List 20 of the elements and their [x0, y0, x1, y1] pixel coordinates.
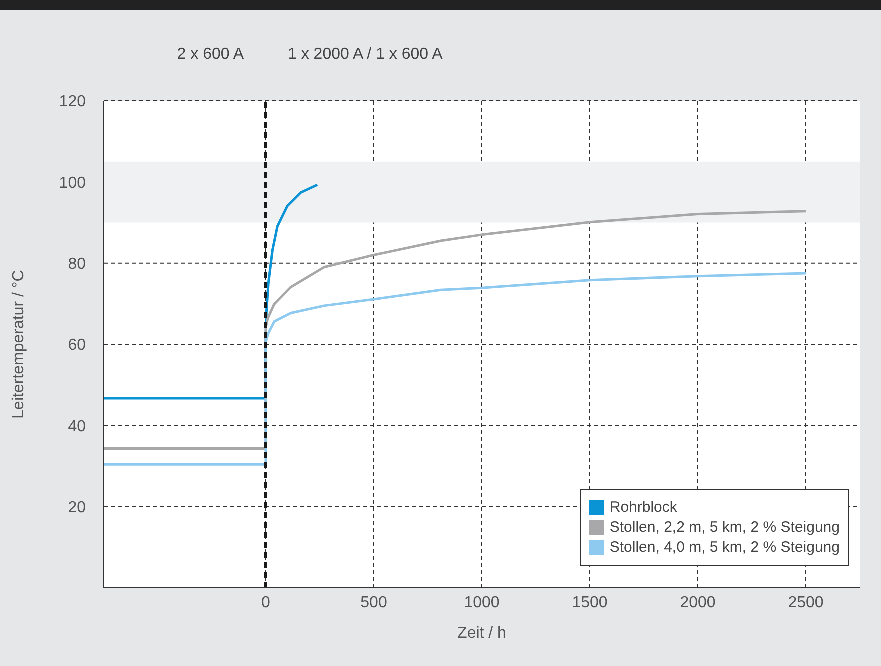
- y-tick-label: 40: [68, 418, 86, 436]
- x-tick-label: 2500: [788, 594, 824, 612]
- x-tick-label: 500: [360, 594, 388, 612]
- y-tick-label: 20: [68, 500, 86, 517]
- line-series: [104, 272, 808, 466]
- x-tick-label: 1500: [572, 594, 608, 612]
- y-tick-label: 100: [59, 174, 86, 192]
- legend-label: Rohrblock: [610, 499, 678, 516]
- x-tick-label: 1000: [464, 594, 500, 612]
- y-tick-label: 60: [68, 337, 86, 354]
- x-axis-title: Zeit / h: [458, 625, 506, 642]
- legend-label: Stollen, 4,0 m, 5 km, 2 % Steigung: [610, 539, 840, 556]
- text: 1 x 2000 A / 1 x 600 A: [288, 46, 443, 64]
- y-tick-label: 120: [59, 94, 86, 111]
- x-tick-label: 2000: [680, 594, 716, 612]
- text: 2 x 600 A: [177, 46, 244, 64]
- y-axis-title: Leitertemperatur / °C: [10, 270, 28, 419]
- y-tick-label: 80: [68, 256, 86, 274]
- legend-label: Stollen, 2,2 m, 5 km, 2 % Steigung: [610, 519, 840, 536]
- x-tick-label: 0: [262, 594, 271, 612]
